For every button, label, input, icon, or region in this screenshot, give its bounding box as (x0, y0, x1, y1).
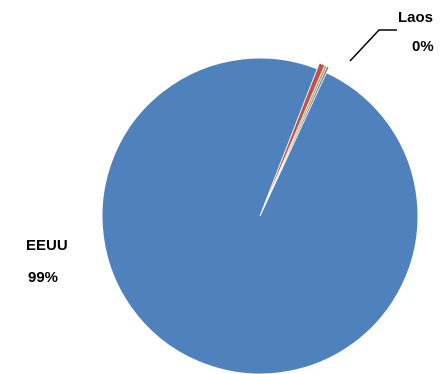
label-eeuu-percent: 99% (28, 269, 58, 286)
laos-leader-line (349, 29, 397, 62)
label-eeuu-name: EEUU (26, 237, 68, 254)
label-laos-percent: 0% (412, 38, 434, 55)
pie-slice-eeuu (101, 57, 419, 374)
pie-slice-laos (262, 65, 330, 211)
pie-slices (101, 57, 419, 374)
label-laos-name: Laos (398, 9, 433, 26)
